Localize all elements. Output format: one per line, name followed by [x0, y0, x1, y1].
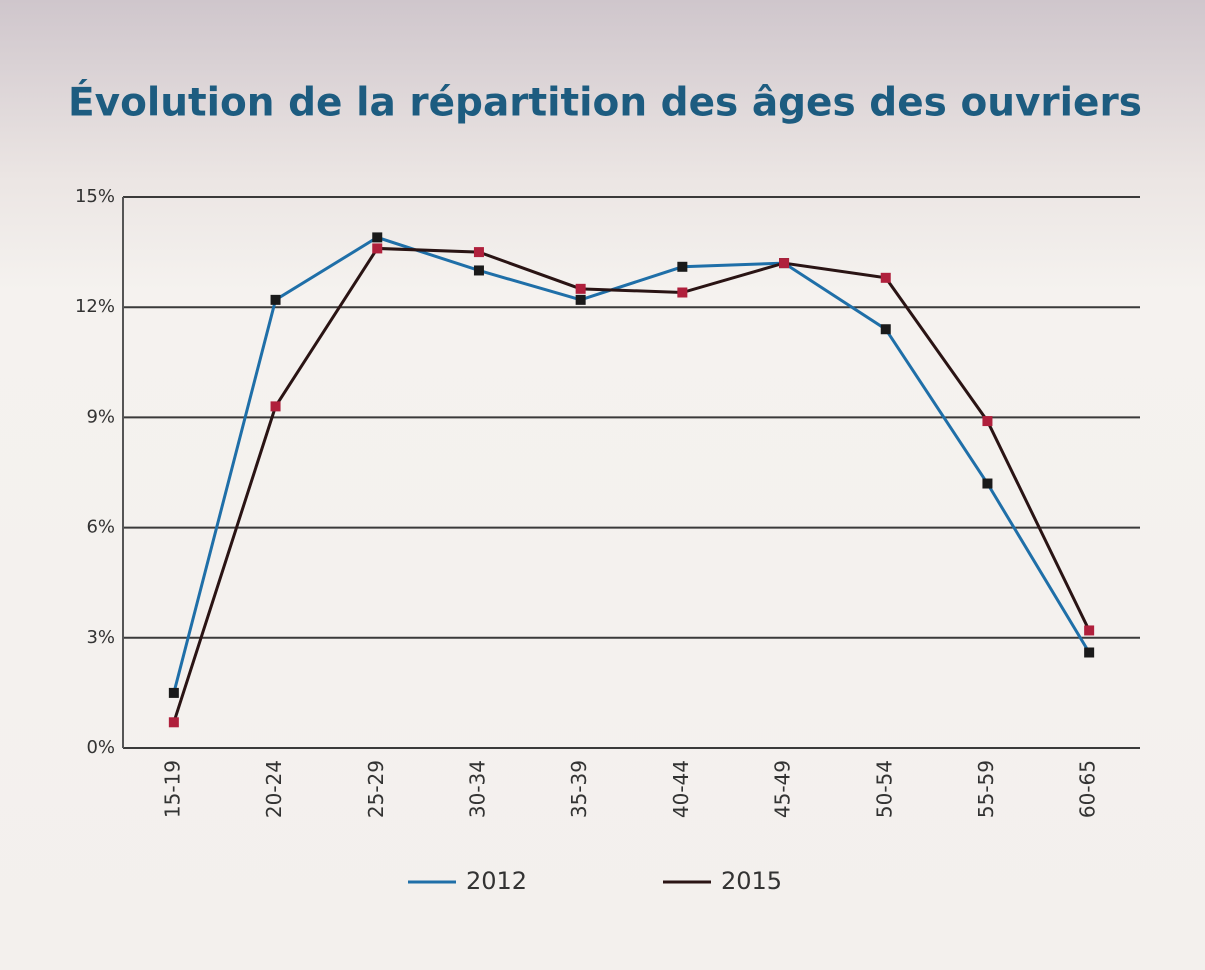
point-marker: [880, 272, 891, 283]
x-tick-label: 45-49: [771, 760, 795, 818]
point-marker: [372, 232, 383, 243]
point-marker: [677, 287, 688, 298]
series-line: [172, 246, 1091, 723]
point-marker: [982, 478, 993, 489]
x-tick-label: 40-44: [669, 760, 693, 818]
y-tick-label: 9%: [86, 406, 115, 427]
y-tick-label: 12%: [75, 296, 115, 317]
point-marker: [1084, 625, 1095, 636]
x-tick-label: 25-29: [364, 760, 388, 818]
y-tick-label: 15%: [75, 186, 115, 207]
point-marker: [473, 265, 484, 276]
point-marker: [575, 283, 586, 294]
legend-label: 2015: [721, 867, 782, 895]
point-marker: [372, 243, 383, 254]
point-marker: [779, 258, 790, 269]
x-tick-label: 30-34: [465, 760, 489, 818]
y-tick-label: 3%: [86, 627, 115, 648]
point-marker: [982, 416, 993, 427]
y-tick-label: 0%: [86, 737, 115, 758]
point-marker: [1084, 647, 1095, 658]
x-tick-label: 50-54: [872, 760, 896, 818]
chart-title: Évolution de la répartition des âges des…: [68, 79, 1142, 126]
legend-label: 2012: [466, 867, 527, 895]
x-tick-label: 35-39: [567, 760, 591, 818]
point-marker: [575, 294, 586, 305]
point-marker: [168, 687, 179, 698]
x-tick-label: 55-59: [974, 760, 998, 818]
x-tick-label: 20-24: [262, 760, 286, 818]
point-marker: [270, 401, 281, 412]
point-marker: [270, 294, 281, 305]
series-line: [172, 235, 1091, 694]
x-tick-label: 15-19: [160, 760, 184, 818]
y-tick-label: 6%: [86, 517, 115, 538]
point-marker: [168, 717, 179, 728]
point-marker: [880, 324, 891, 335]
point-marker: [677, 261, 688, 272]
x-tick-label: 60-65: [1076, 760, 1100, 818]
point-marker: [473, 247, 484, 258]
